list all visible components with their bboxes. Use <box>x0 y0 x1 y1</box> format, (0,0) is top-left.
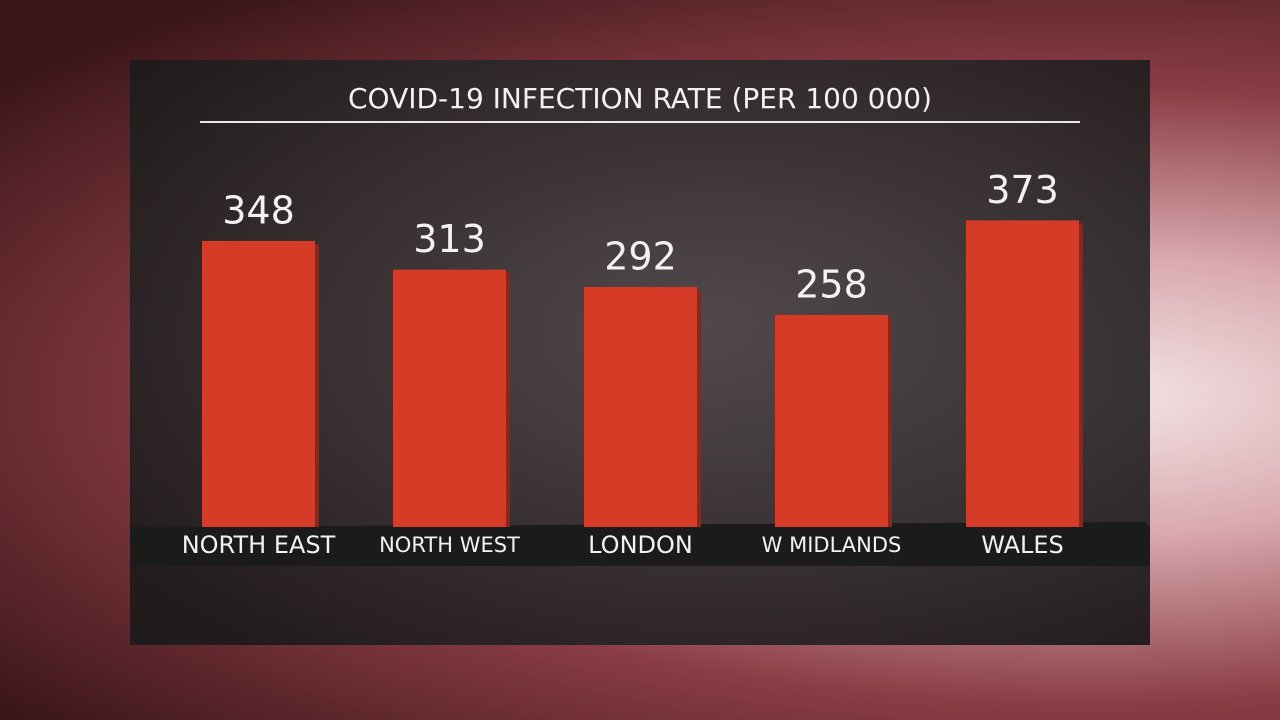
bar-side <box>506 272 510 527</box>
label-band <box>130 522 1150 566</box>
x-tick-label: NORTH EAST <box>182 531 336 559</box>
x-tick-label: WALES <box>981 531 1064 559</box>
x-tick-label: W MIDLANDS <box>762 533 902 557</box>
bar-side <box>1079 223 1083 528</box>
value-label: 313 <box>413 217 486 261</box>
value-label: 348 <box>222 188 295 232</box>
bar <box>202 240 315 527</box>
bar <box>775 314 888 527</box>
bar-side <box>697 289 701 527</box>
bar-side <box>315 243 319 527</box>
value-label: 292 <box>604 234 677 278</box>
bar <box>393 269 506 527</box>
bar <box>966 220 1079 528</box>
value-label: 258 <box>795 262 868 306</box>
bar-side <box>888 317 892 527</box>
bar <box>584 286 697 527</box>
chart-title: COVID-19 INFECTION RATE (PER 100 000) <box>348 82 932 115</box>
x-tick-label: NORTH WEST <box>379 533 520 557</box>
value-label: 373 <box>986 168 1059 212</box>
x-tick-label: LONDON <box>588 531 693 559</box>
